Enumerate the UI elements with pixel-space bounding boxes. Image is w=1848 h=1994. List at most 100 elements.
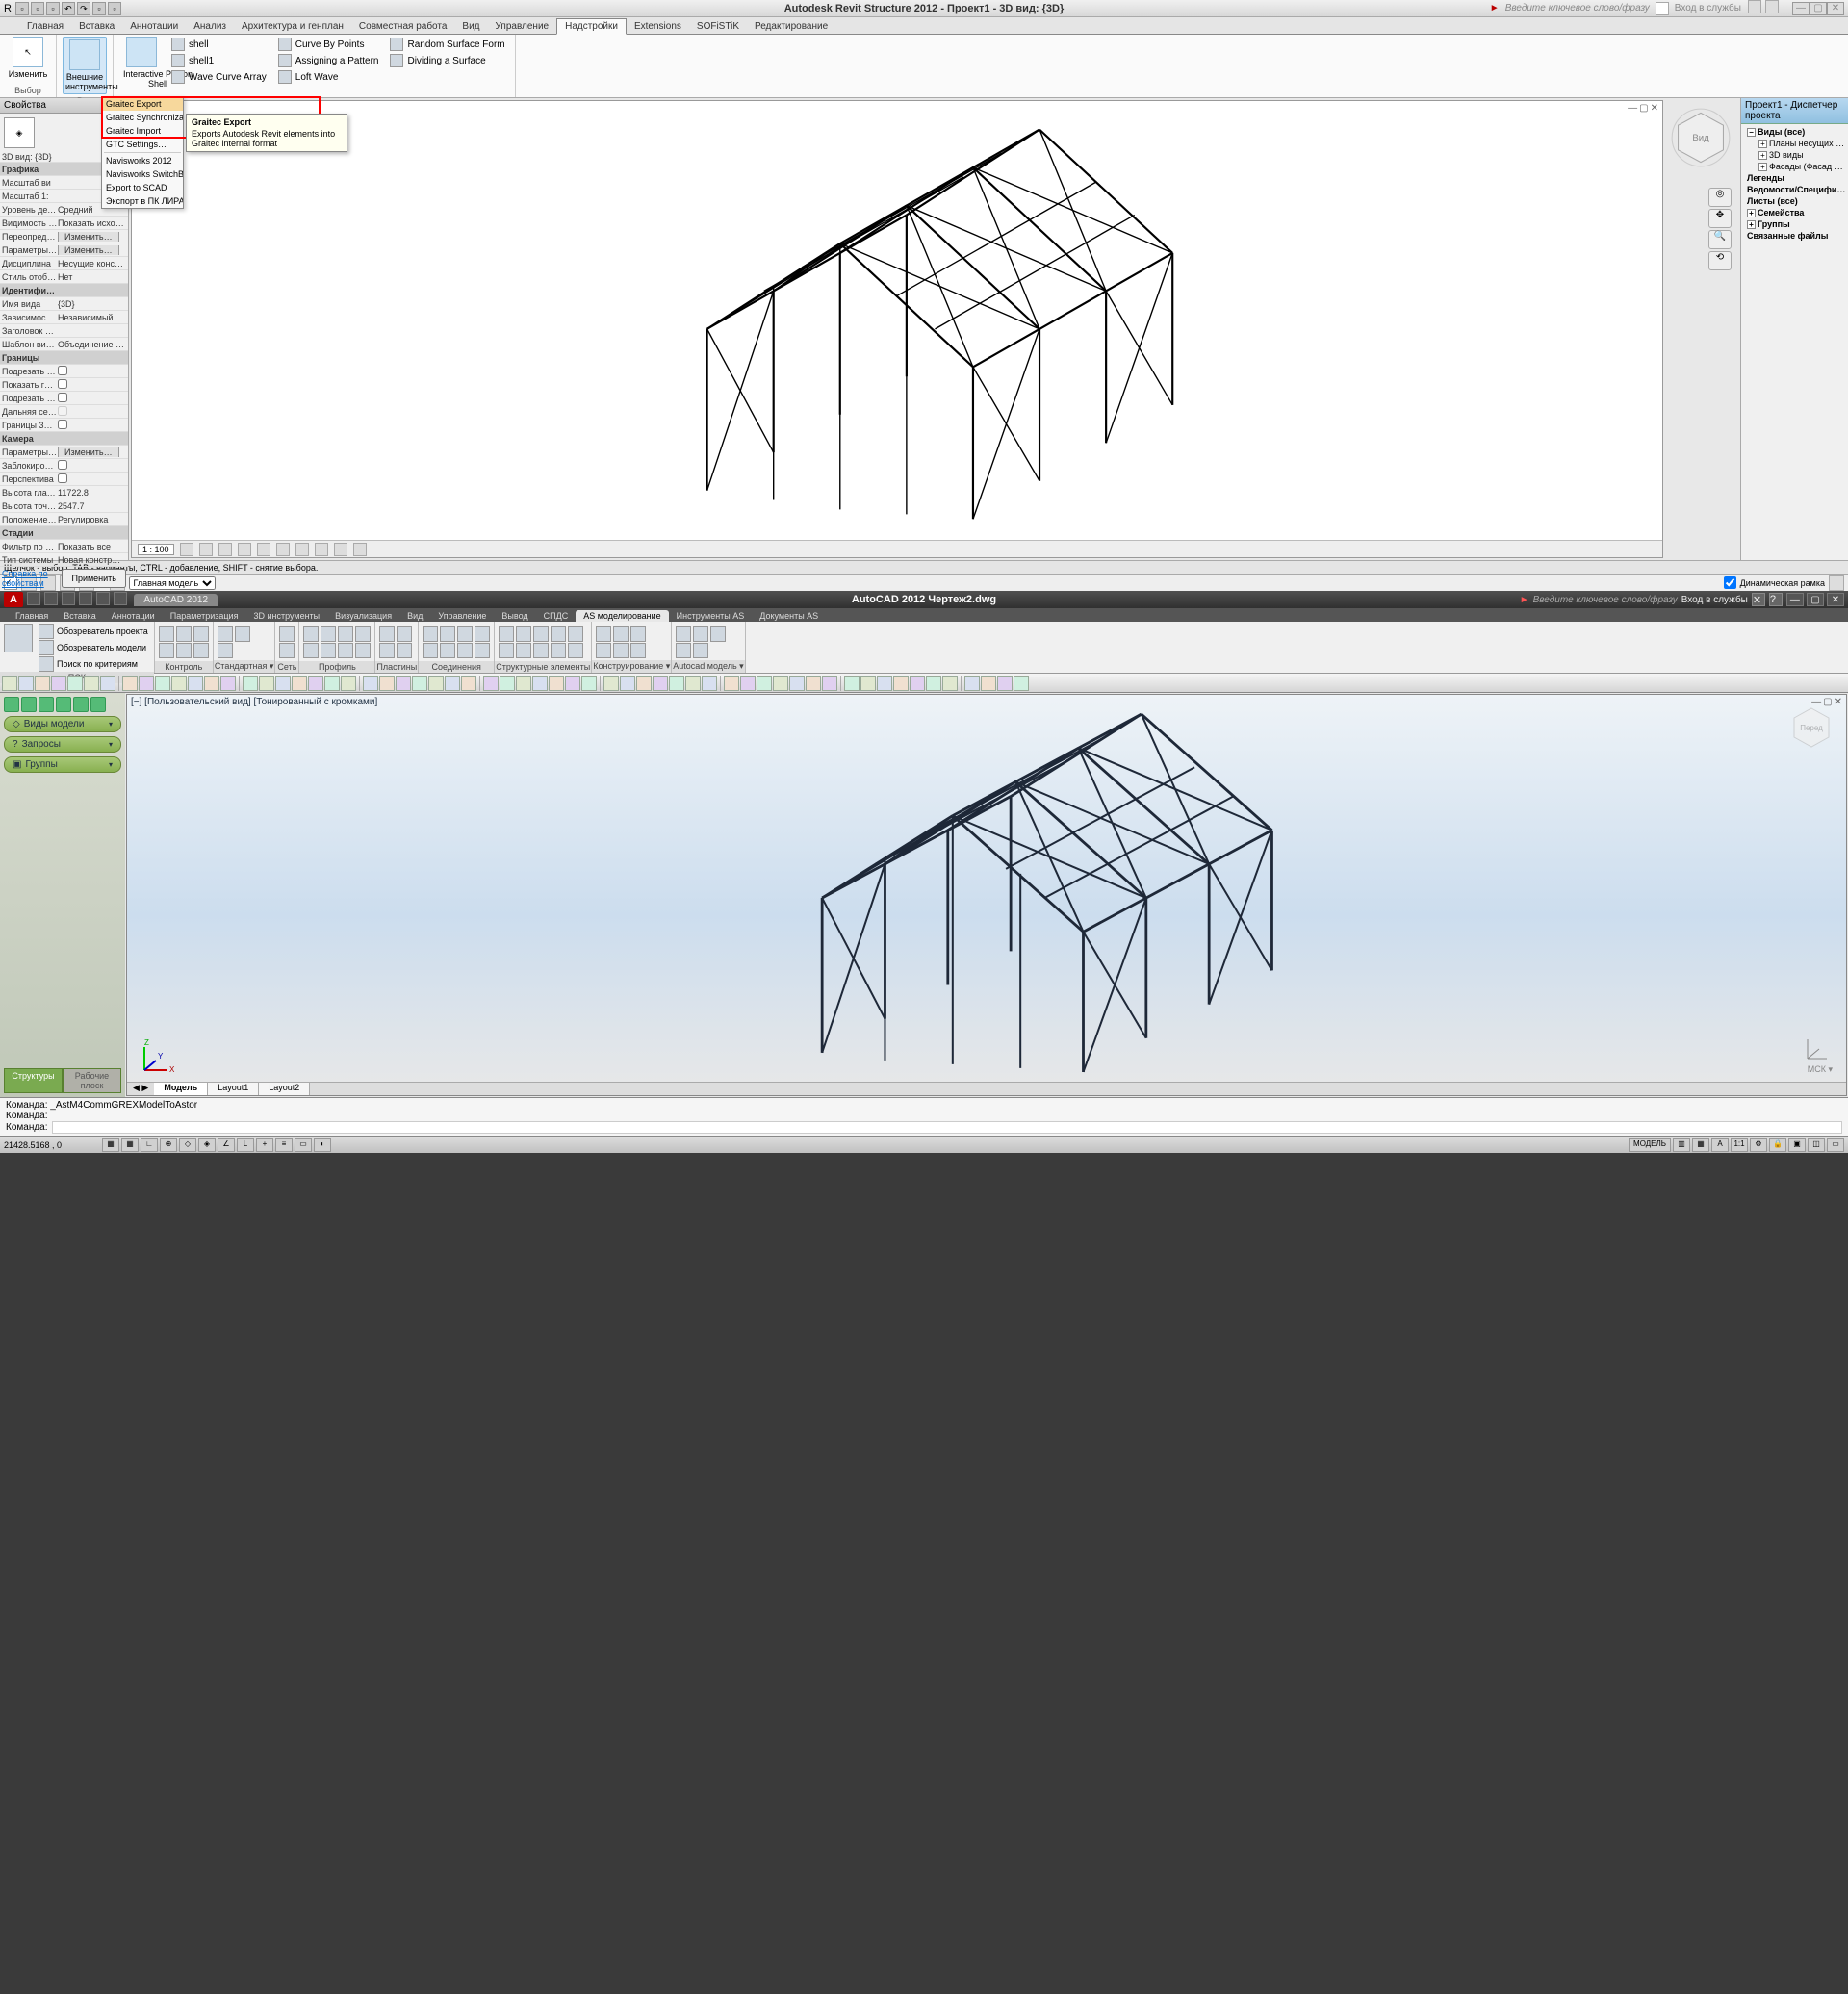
toolbar-icon[interactable] [757,676,772,691]
ribbon-icon[interactable] [676,626,691,642]
toolbar-icon[interactable] [220,676,236,691]
toolbar-icon[interactable] [910,676,925,691]
ribbon-icon[interactable] [475,643,490,658]
pal-icon[interactable] [4,697,19,712]
ribbon-tab[interactable]: AS моделирование [576,610,668,622]
lock-icon[interactable]: 🔒 [1769,1138,1786,1152]
python-shell-button[interactable]: Interactive Python Shell [119,37,164,89]
tree-node[interactable]: +Группы [1743,218,1846,230]
hw-icon[interactable]: ▣ [1788,1138,1806,1152]
property-row[interactable]: Фильтр по стадПоказать все [0,540,128,553]
pal-icon[interactable] [73,697,89,712]
ws-icon[interactable]: ⚙ [1750,1138,1767,1152]
ribbon-icon[interactable] [516,643,531,658]
ribbon-icon[interactable] [355,643,371,658]
toolbar-icon[interactable] [461,676,476,691]
toolbar-icon[interactable] [516,676,531,691]
minimize-icon[interactable]: — [1792,2,1810,15]
model-select[interactable]: Главная модель [129,576,216,590]
scale-icon[interactable]: 1:1 [1731,1138,1748,1152]
groups-pill[interactable]: ▣Группы▾ [4,756,121,773]
ribbon-icon[interactable] [440,626,455,642]
ortho-icon[interactable]: ∟ [141,1138,158,1152]
toolbar-icon[interactable] [483,676,499,691]
toolbar-icon[interactable] [789,676,805,691]
property-row[interactable]: Показать грани [0,378,128,392]
tree-node[interactable]: −Виды (все) [1743,126,1846,138]
qat-sync-icon[interactable]: ▫ [92,2,106,15]
property-row[interactable]: Высота глаза н11722.8 [0,486,128,499]
ducs-icon[interactable]: L [237,1138,254,1152]
viewport-label[interactable]: [−] [Пользовательский вид] [Тонированный… [131,697,377,707]
toolbar-icon[interactable] [308,676,323,691]
ribbon-item[interactable]: Поиск по критериям [37,656,150,672]
ribbon-tab[interactable]: Редактирование [747,19,835,34]
help-icon[interactable]: ? [1769,593,1783,606]
dyn-icon[interactable]: + [256,1138,273,1152]
ribbon-tab[interactable]: Вывод [494,610,535,622]
browser-tree[interactable]: −Виды (все)+Планы несущих конструкций+3D… [1741,124,1848,243]
toolbar-icon[interactable] [565,676,580,691]
toolbar-icon[interactable] [155,676,170,691]
ribbon-icon[interactable] [338,643,353,658]
toolbar-icon[interactable] [724,676,739,691]
dyn-frame-check[interactable] [1724,576,1736,589]
maximize-icon[interactable]: ▢ [1807,593,1824,606]
layout-icon[interactable]: ▥ [1673,1138,1690,1152]
ribbon-icon[interactable] [379,643,395,658]
orbit-icon[interactable]: ⟲ [1708,251,1732,270]
style-icon[interactable] [199,543,213,556]
toolbar-icon[interactable] [964,676,980,691]
property-row[interactable]: Заблокирован [0,459,128,473]
qat-save-icon[interactable]: ▫ [46,2,60,15]
toolbar-icon[interactable] [877,676,892,691]
acad-app-icon[interactable]: A [4,592,23,607]
property-row[interactable]: Заголовок на л [0,324,128,338]
login-link[interactable]: Вход в службы [1675,3,1741,13]
otrack-icon[interactable]: ∠ [218,1138,235,1152]
tree-node[interactable]: Связанные файлы [1743,230,1846,242]
property-row[interactable]: Имя вида{3D} [0,297,128,311]
toolbar-icon[interactable] [204,676,219,691]
property-row[interactable]: ПереопределеИзменить… [0,230,128,243]
zoom-icon[interactable]: 🔍 [1708,230,1732,249]
ribbon-icon[interactable] [321,626,336,642]
pal-icon[interactable] [38,697,54,712]
pal-icon[interactable] [56,697,71,712]
ribbon-tab[interactable]: Управление [430,610,494,622]
shadow-icon[interactable] [238,543,251,556]
toolbar-icon[interactable] [243,676,258,691]
toolbar-icon[interactable] [702,676,717,691]
osnap-icon[interactable]: ◇ [179,1138,196,1152]
qat-undo-icon[interactable] [79,592,92,605]
toolbar-icon[interactable] [324,676,340,691]
ribbon-icon[interactable] [693,626,708,642]
toolbar-icon[interactable] [171,676,187,691]
ribbon-icon[interactable] [551,643,566,658]
lock-icon[interactable] [315,543,328,556]
temp-icon[interactable] [334,543,347,556]
toolbar-icon[interactable] [188,676,203,691]
ribbon-icon[interactable] [596,643,611,658]
tree-node[interactable]: Легенды [1743,172,1846,184]
ribbon-icon[interactable] [159,643,174,658]
ribbon-tab[interactable]: Вставка [71,19,122,34]
toolbar-icon[interactable] [500,676,515,691]
pal-icon[interactable] [90,697,106,712]
ribbon-icon[interactable] [499,643,514,658]
toolbar-icon[interactable] [139,676,154,691]
property-row[interactable]: Тип системыНовая констр… [0,553,128,567]
toolbar-icon[interactable] [292,676,307,691]
maximize-icon[interactable]: ▢ [1810,2,1827,15]
tree-node[interactable]: Ведомости/Спецификации [1743,184,1846,195]
ribbon-icon[interactable] [613,643,629,658]
menu-item[interactable]: GTC Settings… [102,138,183,151]
ribbon-tab[interactable]: Вид [454,19,487,34]
views-pill[interactable]: ◇Виды модели▾ [4,716,121,732]
scale[interactable]: 1 : 100 [138,544,174,555]
toolbar-icon[interactable] [806,676,821,691]
toolbar-icon[interactable] [1014,676,1029,691]
toolbar-icon[interactable] [942,676,958,691]
ribbon-tab[interactable]: Аннотации [104,610,163,622]
toolbar-icon[interactable] [275,676,291,691]
